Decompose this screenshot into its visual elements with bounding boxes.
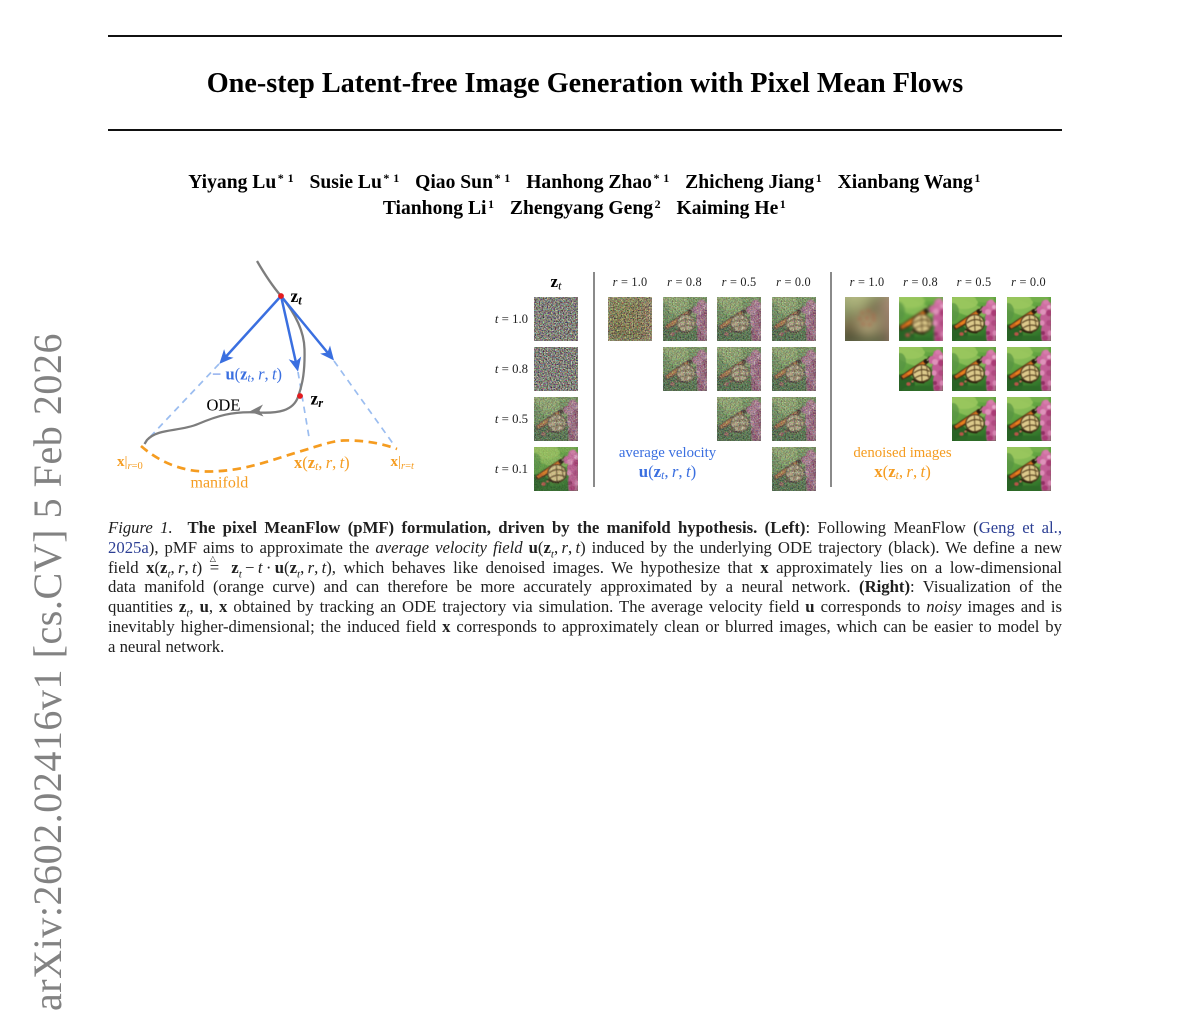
svg-text:ODE: ODE — [207, 396, 241, 415]
svg-text:x|r=0: x|r=0 — [117, 454, 143, 472]
svg-text:manifold: manifold — [191, 475, 249, 492]
svg-text:x|r=t: x|r=t — [391, 454, 416, 472]
svg-text:zr: zr — [311, 389, 324, 411]
svg-text:x(zt, r, t): x(zt, r, t) — [294, 453, 350, 473]
svg-text:− u(zt, r, t): − u(zt, r, t) — [212, 365, 282, 385]
svg-text:zt: zt — [291, 286, 303, 308]
